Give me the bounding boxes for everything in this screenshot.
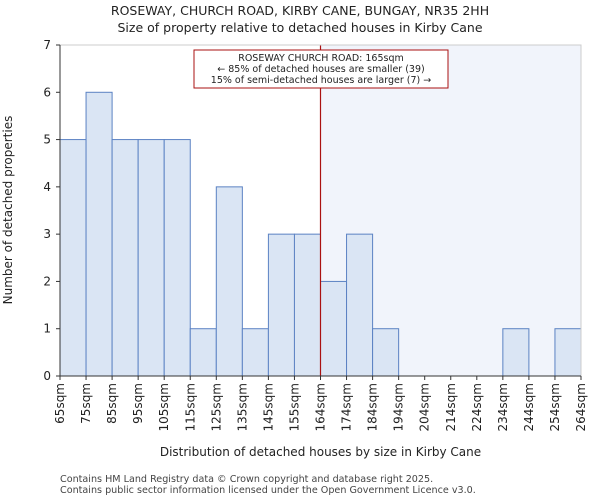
x-tick-label: 194sqm bbox=[392, 383, 406, 431]
bars-group bbox=[59, 91, 582, 377]
annotation-box bbox=[193, 49, 449, 89]
x-tick-label: 264sqm bbox=[574, 383, 588, 431]
x-tick-label: 254sqm bbox=[548, 383, 562, 431]
y-tick-label: 0 bbox=[43, 369, 51, 383]
bar bbox=[189, 328, 217, 377]
annotation-line: ← 85% of detached houses are smaller (39… bbox=[217, 64, 424, 75]
x-tick-label: 164sqm bbox=[314, 383, 328, 431]
x-tick-label: 125sqm bbox=[209, 383, 223, 431]
x-tick-label: 204sqm bbox=[418, 383, 432, 431]
bar bbox=[554, 328, 582, 377]
y-tick-label: 6 bbox=[43, 85, 51, 99]
bar bbox=[59, 139, 87, 377]
x-tick-label: 174sqm bbox=[340, 383, 354, 431]
annotation-line: 15% of semi-detached houses are larger (… bbox=[211, 75, 431, 86]
x-tick-label: 184sqm bbox=[366, 383, 380, 431]
bar bbox=[267, 233, 295, 377]
bar bbox=[137, 139, 165, 377]
bar bbox=[346, 233, 374, 377]
footer-line-1: Contains HM Land Registry data © Crown c… bbox=[60, 474, 434, 485]
x-tick-label: 155sqm bbox=[287, 383, 301, 431]
x-tick-label: 105sqm bbox=[157, 383, 171, 431]
y-tick-label: 7 bbox=[43, 38, 51, 52]
x-tick-label: 145sqm bbox=[261, 383, 275, 431]
bar bbox=[502, 328, 530, 377]
x-tick-label: 115sqm bbox=[183, 383, 197, 431]
footer-line-2: Contains public sector information licen… bbox=[60, 485, 476, 496]
x-axis-ticks: 65sqm 75sqm 85sqm 95sqm 105sqm 115sqm 125sqm 13… bbox=[53, 375, 588, 431]
x-tick-label: 224sqm bbox=[470, 383, 484, 431]
bar bbox=[293, 233, 322, 377]
x-axis-label: Distribution of detached houses by size … bbox=[159, 445, 482, 459]
y-tick-label: 5 bbox=[43, 133, 51, 147]
x-tick-label: 85sqm bbox=[105, 383, 119, 424]
bar bbox=[320, 280, 348, 377]
bar bbox=[163, 139, 191, 377]
y-axis-label: Number of detached properties bbox=[1, 115, 15, 305]
bar bbox=[111, 139, 139, 377]
annotation-line: ROSEWAY CHURCH ROAD: 165sqm bbox=[238, 53, 404, 64]
y-axis-ticks: 0 1 2 3 4 5 6 7 bbox=[43, 38, 61, 383]
bar bbox=[372, 328, 400, 377]
bar bbox=[241, 328, 269, 377]
y-tick-label: 1 bbox=[43, 322, 51, 336]
y-tick-label: 3 bbox=[43, 227, 51, 241]
bar bbox=[85, 91, 113, 377]
x-tick-label: 135sqm bbox=[235, 383, 249, 431]
x-tick-label: 95sqm bbox=[131, 383, 145, 424]
bar bbox=[215, 186, 243, 377]
chart-subtitle: Size of property relative to detached ho… bbox=[117, 20, 483, 35]
x-tick-label: 75sqm bbox=[79, 383, 93, 424]
x-tick-label: 244sqm bbox=[522, 383, 536, 431]
x-tick-label: 65sqm bbox=[53, 383, 67, 424]
chart-title: ROSEWAY, CHURCH ROAD, KIRBY CANE, BUNGAY… bbox=[110, 3, 490, 18]
x-tick-label: 234sqm bbox=[496, 383, 510, 431]
x-tick-label: 214sqm bbox=[444, 383, 458, 431]
y-tick-label: 2 bbox=[43, 274, 51, 288]
y-tick-label: 4 bbox=[43, 180, 51, 194]
